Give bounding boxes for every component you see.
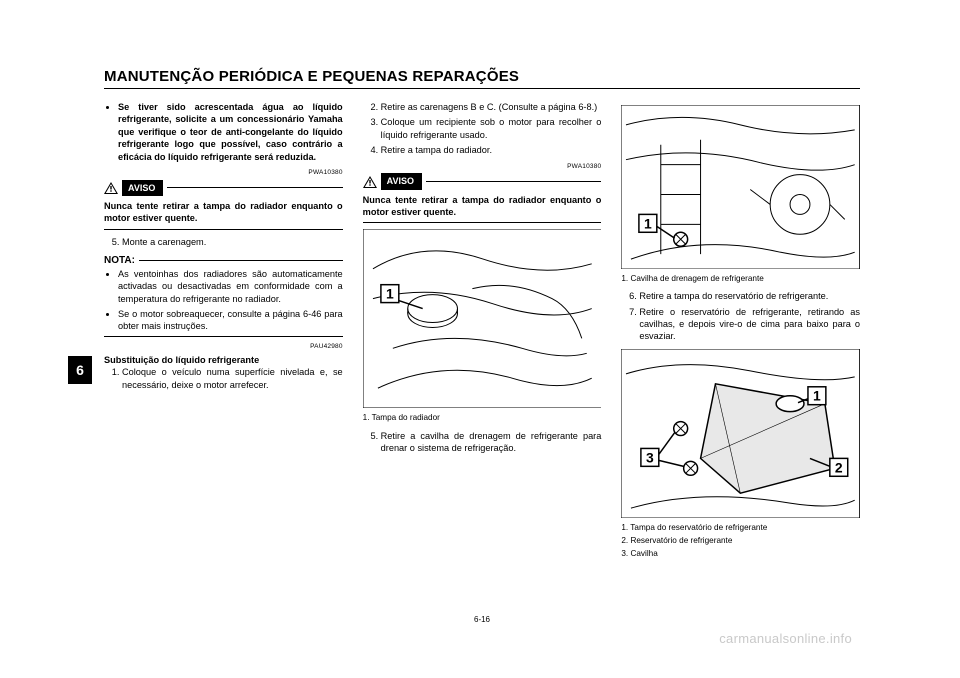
step-2: Retire as carenagens B e C. (Consulte a … [381, 101, 602, 113]
subsection-heading: Substituição do líquido refrigerante [104, 354, 343, 366]
step-5: Monte a carenagem. [122, 236, 343, 248]
aviso-text: Nunca tente retirar a tampa do radiador … [104, 200, 343, 225]
watermark: carmanualsonline.info [719, 631, 852, 646]
callout-1: 1 [644, 215, 652, 231]
section-tab: 6 [68, 356, 92, 384]
column-3: 1 1. Cavilha de drenagem de refrigerante… [621, 101, 860, 559]
page-title: MANUTENÇÃO PERIÓDICA E PEQUENAS REPARAÇÕ… [104, 68, 860, 89]
warning-bullet: Se tiver sido acrescentada água ao líqui… [118, 101, 343, 163]
step-1: Coloque o veículo numa superfície nivela… [122, 366, 343, 391]
warning-triangle-icon [104, 182, 118, 194]
figure-caption-2: 2. Reservatório de refrigerante [621, 535, 860, 546]
aviso-text: Nunca tente retirar a tampa do radiador … [363, 194, 602, 219]
ref-code: PAU42980 [104, 343, 343, 352]
step-5b: Retire a cavilha de drenagem de refriger… [381, 430, 602, 455]
step-3: Coloque um recipiente sob o motor para r… [381, 116, 602, 141]
aviso-label: AVISO [122, 180, 163, 196]
aviso-badge-row: AVISO [363, 173, 602, 189]
figure-radiator-cap: 1 [363, 229, 602, 408]
figure-caption-1: 1. Tampa do reservatório de refrigerante [621, 522, 860, 533]
page-number: 6-16 [474, 615, 490, 624]
column-2: Retire as carenagens B e C. (Consulte a … [363, 101, 602, 559]
column-1: Se tiver sido acrescentada água ao líqui… [104, 101, 343, 559]
figure-reservoir: 1 2 3 [621, 349, 860, 518]
ref-code: PWA10380 [104, 169, 343, 178]
step-4: Retire a tampa do radiador. [381, 144, 602, 156]
nota-bullet-1: As ventoinhas dos radiadores são automat… [118, 268, 343, 305]
warning-triangle-icon [363, 176, 377, 188]
aviso-label: AVISO [381, 173, 422, 189]
figure-caption: 1. Cavilha de drenagem de refrigerante [621, 273, 860, 284]
ref-code: PWA10380 [363, 163, 602, 172]
callout-3: 3 [646, 449, 654, 465]
figure-caption-3: 3. Cavilha [621, 548, 860, 559]
aviso-badge-row: AVISO [104, 180, 343, 196]
nota-bullet-2: Se o motor sobreaquecer, consulte a pági… [118, 308, 343, 333]
callout-1: 1 [813, 388, 821, 404]
figure-drain-bolt: 1 [621, 105, 860, 269]
figure-caption: 1. Tampa do radiador [363, 412, 602, 423]
callout-2: 2 [835, 459, 843, 475]
nota-label: NOTA: [104, 254, 135, 268]
step-7: Retire o reservatório de refrigerante, r… [639, 306, 860, 343]
step-6: Retire a tampa do reservatório de refrig… [639, 290, 860, 302]
content-columns: Se tiver sido acrescentada água ao líqui… [104, 101, 860, 559]
manual-page: MANUTENÇÃO PERIÓDICA E PEQUENAS REPARAÇÕ… [104, 68, 860, 630]
callout-1: 1 [386, 286, 394, 302]
